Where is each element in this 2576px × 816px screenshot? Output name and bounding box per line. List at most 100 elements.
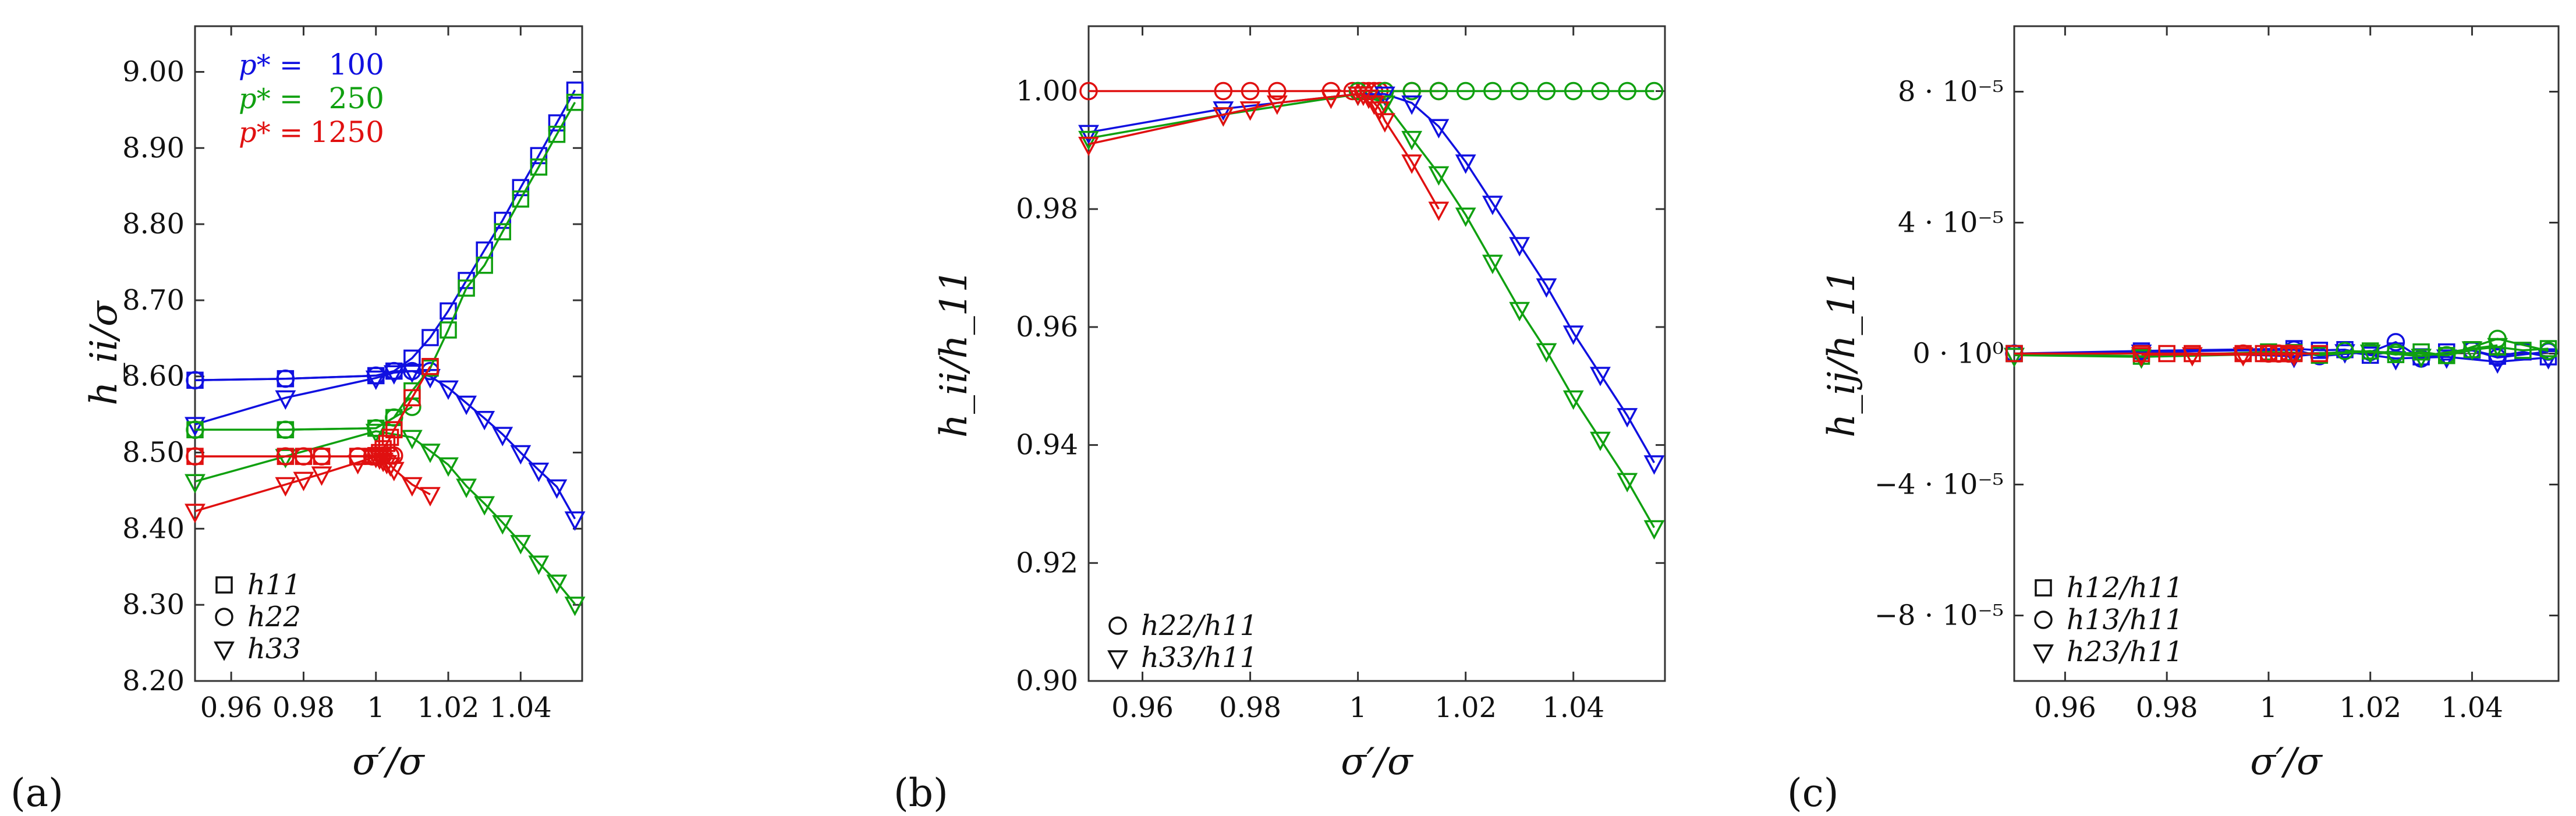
x-tick-label: 1.04 xyxy=(1542,691,1604,724)
data-point xyxy=(275,477,296,497)
y-tick-label: 0 · 10⁰ xyxy=(1912,338,2004,370)
data-point xyxy=(385,408,403,427)
data-point xyxy=(492,427,513,446)
data-point xyxy=(1482,196,1503,215)
panel-b-y-title: h_ii/h_11 xyxy=(933,269,976,438)
x-tick-label: 0.96 xyxy=(200,691,263,724)
legend-label: h33/h11 xyxy=(1141,641,1257,674)
x-tick-label: 1.02 xyxy=(2339,691,2401,724)
y-tick-label: 8.30 xyxy=(122,588,185,621)
data-point xyxy=(2311,345,2329,363)
data-point xyxy=(1564,81,1583,101)
data-point xyxy=(1591,81,1610,101)
y-tick-label: −8 · 10⁻⁵ xyxy=(1875,599,2004,632)
data-point xyxy=(1363,95,1385,115)
data-point xyxy=(1213,107,1234,127)
pressure-label: p* = xyxy=(239,49,303,81)
series-line xyxy=(2014,344,2498,358)
y-tick-label: 4 · 10⁻⁵ xyxy=(1898,207,2004,239)
legend-label: h22/h11 xyxy=(1141,609,1257,642)
data-point xyxy=(2461,341,2483,361)
x-tick-label: 0.98 xyxy=(272,691,335,724)
legend-circle-icon xyxy=(2034,611,2053,629)
series-line xyxy=(195,101,576,431)
data-point xyxy=(474,496,495,516)
x-tick-label: 0.96 xyxy=(1111,691,1174,724)
legend-triangle-icon xyxy=(2033,644,2054,664)
data-point xyxy=(1241,81,1260,101)
y-tick-label: 8.20 xyxy=(122,665,185,697)
y-tick-label: 9.00 xyxy=(122,55,185,88)
data-point xyxy=(2487,338,2508,358)
pressure-value: 250 xyxy=(329,81,384,115)
data-point xyxy=(2336,342,2354,360)
series-line xyxy=(1088,93,1656,463)
data-point xyxy=(380,457,401,477)
data-point xyxy=(1214,81,1233,101)
panel-a-y-title: h_ii/σ xyxy=(83,300,126,406)
panel-c: 0.96 0.98 1 1.02 1.04 −8 · 10⁻⁵ −4 · 10⁻⁵ 0 · … xyxy=(1787,25,2560,815)
pressure-label: p* = xyxy=(239,83,303,115)
data-point xyxy=(1482,254,1503,275)
data-point xyxy=(2181,347,2203,367)
data-point xyxy=(369,450,390,470)
data-point xyxy=(420,444,441,463)
data-point xyxy=(1428,119,1450,139)
data-point xyxy=(1509,301,1530,322)
data-point xyxy=(1537,81,1556,101)
data-point xyxy=(438,380,459,400)
series-p-250-h33 xyxy=(185,424,586,616)
y-tick-label: 0.92 xyxy=(1016,547,1078,579)
y-tick-label: 8.90 xyxy=(122,132,185,164)
data-point xyxy=(1590,367,1611,386)
legend-label: h33 xyxy=(247,633,301,665)
data-point xyxy=(528,462,550,482)
data-point xyxy=(2283,347,2305,367)
pressure-label: p* = xyxy=(239,116,303,149)
y-tick-label: 8 · 10⁻⁵ xyxy=(1898,76,2004,108)
data-point xyxy=(401,363,423,384)
data-point xyxy=(456,478,477,498)
data-point xyxy=(366,418,385,438)
series-p-250-h22-h11 xyxy=(1348,81,1664,101)
y-tick-label: 0.98 xyxy=(1016,193,1078,225)
data-point xyxy=(294,447,313,466)
y-tick-label: 0.90 xyxy=(1016,665,1078,697)
data-point xyxy=(276,447,295,466)
panel-b-x-ticks: 0.96 0.98 1 1.02 1.04 xyxy=(1111,26,1604,724)
data-point xyxy=(546,479,568,499)
data-point xyxy=(420,368,441,389)
data-point xyxy=(512,190,530,208)
y-tick-label: 8.40 xyxy=(122,512,185,545)
data-point xyxy=(421,329,439,346)
legend-label: h22 xyxy=(247,601,301,633)
data-point xyxy=(312,447,331,466)
panel-b-series xyxy=(1078,81,1665,540)
panel-a-y-ticks: 8.20 8.30 8.40 8.50 8.60 8.70 8.80 8.90 9.00 xyxy=(122,55,582,697)
panel-c-label: (c) xyxy=(1787,771,1838,815)
data-point xyxy=(1510,81,1529,101)
data-point xyxy=(530,147,548,165)
legend-label: h12/h11 xyxy=(2067,572,2183,604)
data-point xyxy=(1645,81,1664,101)
legend-label: h23/h11 xyxy=(2067,636,2183,668)
legend-square-icon xyxy=(215,576,233,594)
data-point xyxy=(456,395,477,416)
data-point xyxy=(1536,343,1557,363)
legend-label: h13/h11 xyxy=(2067,604,2183,636)
series-line xyxy=(194,370,576,520)
legend-square-icon xyxy=(2035,579,2052,597)
data-point xyxy=(1401,95,1423,115)
data-point xyxy=(365,424,387,444)
data-point xyxy=(492,515,513,535)
data-point xyxy=(401,477,423,497)
y-tick-label: 1.00 xyxy=(1016,74,1078,107)
data-point xyxy=(1078,136,1099,157)
data-point xyxy=(186,447,204,466)
x-tick-label: 1.04 xyxy=(490,691,552,724)
panel-a-label: (a) xyxy=(10,771,63,815)
x-tick-label: 1.04 xyxy=(2441,691,2503,724)
panel-b-label: (b) xyxy=(894,771,948,815)
data-point xyxy=(1358,89,1380,109)
data-point xyxy=(530,158,548,176)
